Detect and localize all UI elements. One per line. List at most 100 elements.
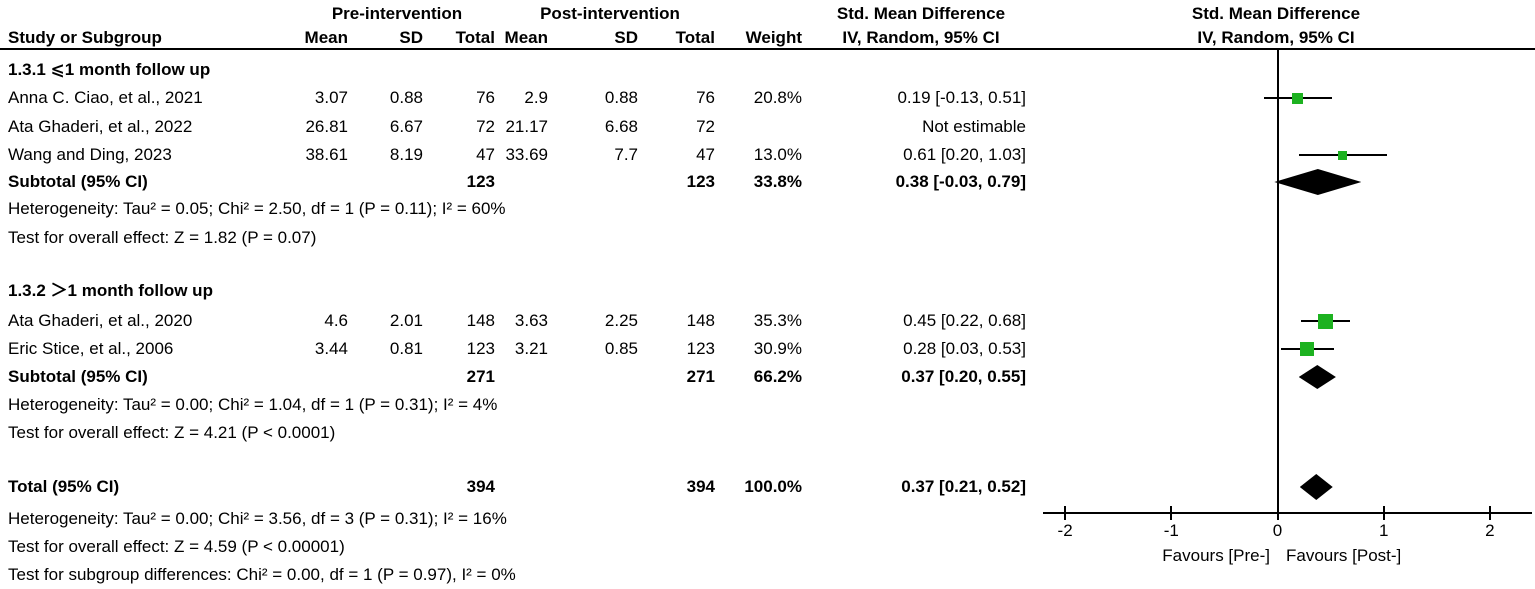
- weight: 100.0%: [744, 477, 802, 496]
- axis-tick-label: 0: [1272, 521, 1283, 540]
- weight: 20.8%: [753, 88, 802, 107]
- table-row: Anna C. Ciao, et al., 2021 3.07 0.88 76 …: [0, 87, 1535, 109]
- effect-ci: 0.61 [0.20, 1.03]: [903, 145, 1026, 164]
- tick-mark: [1488, 506, 1491, 520]
- subgroup-differences-text: Test for subgroup differences: Chi² = 0.…: [8, 565, 516, 584]
- total-pre: 271: [466, 367, 495, 386]
- mean-pre: 26.81: [305, 117, 348, 136]
- favours-right-label: Favours [Post-]: [1286, 546, 1402, 565]
- total-post: 148: [686, 311, 715, 330]
- effect-ci: Not estimable: [922, 117, 1026, 136]
- study-column-header: Study or Subgroup: [8, 28, 162, 47]
- post-intervention-header: Post-intervention: [540, 4, 680, 23]
- weight: 35.3%: [753, 311, 802, 330]
- sd-pre: 2.01: [389, 311, 423, 330]
- mean-pre-header: Mean: [304, 28, 348, 47]
- total-pre: 123: [466, 339, 495, 358]
- pre-intervention-header: Pre-intervention: [331, 4, 463, 23]
- table-row: Wang and Ding, 2023 38.61 8.19 47 33.69 …: [0, 144, 1535, 166]
- table-row: Eric Stice, et al., 2006 3.44 0.81 123 3…: [0, 338, 1535, 360]
- overall-effect-row: Test for overall effect: Z = 4.59 (P < 0…: [0, 536, 1535, 558]
- tick-mark: [1170, 506, 1173, 520]
- study-name: Anna C. Ciao, et al., 2021: [8, 88, 203, 107]
- smd-plot-header: Std. Mean Difference: [1191, 4, 1361, 23]
- subtotal-label: Subtotal (95% CI): [8, 172, 148, 191]
- overall-effect-text: Test for overall effect: Z = 4.59 (P < 0…: [8, 537, 345, 556]
- sd-pre: 6.67: [389, 117, 423, 136]
- table-row: Ata Ghaderi, et al., 2022 26.81 6.67 72 …: [0, 116, 1535, 138]
- effect-ci: 0.37 [0.20, 0.55]: [901, 367, 1026, 386]
- heterogeneity-text: Heterogeneity: Tau² = 0.00; Chi² = 3.56,…: [8, 509, 507, 528]
- pooled-diamond: [1274, 169, 1362, 195]
- sd-post: 0.85: [604, 339, 638, 358]
- subgroup-label: 1.3.1 ⩽1 month follow up: [8, 60, 211, 79]
- weight: 30.9%: [753, 339, 802, 358]
- total-label: Total (95% CI): [8, 477, 120, 496]
- heterogeneity-text: Heterogeneity: Tau² = 0.05; Chi² = 2.50,…: [8, 199, 506, 218]
- mean-post: 3.21: [514, 339, 548, 358]
- tick-mark: [1276, 506, 1279, 520]
- subtotal-label: Subtotal (95% CI): [8, 367, 148, 386]
- sd-pre-header: SD: [399, 28, 423, 47]
- subgroup-label: 1.3.2 ＞1 month follow up: [8, 281, 213, 300]
- effect-ci: 0.28 [0.03, 0.53]: [903, 339, 1026, 358]
- header-columns-row: Study or Subgroup Mean SD Total Mean SD …: [0, 27, 1535, 49]
- subgroup-header-row: 1.3.1 ⩽1 month follow up: [0, 59, 1535, 81]
- weight: 13.0%: [753, 145, 802, 164]
- effect-square: [1292, 92, 1304, 104]
- total-post: 76: [696, 88, 715, 107]
- total-row: Total (95% CI) 394 394 100.0% 0.37 [0.21…: [0, 476, 1535, 498]
- favours-left-label: Favours [Pre-]: [1162, 546, 1270, 565]
- effect-square: [1337, 150, 1347, 160]
- sd-post-header: SD: [614, 28, 638, 47]
- subgroup-differences-row: Test for subgroup differences: Chi² = 0.…: [0, 564, 1535, 586]
- sd-pre: 8.19: [389, 145, 423, 164]
- study-name: Wang and Ding, 2023: [8, 145, 172, 164]
- table-row: Ata Ghaderi, et al., 2020 4.6 2.01 148 3…: [0, 310, 1535, 332]
- total-post: 47: [696, 145, 715, 164]
- zero-line: [1276, 50, 1279, 514]
- header-divider: [0, 48, 1535, 50]
- weight: 33.8%: [753, 172, 802, 191]
- method-plot-header: IV, Random, 95% CI: [1197, 28, 1355, 47]
- study-name: Eric Stice, et al., 2006: [8, 339, 174, 358]
- effect-square: [1300, 342, 1315, 356]
- subgroup-header-row: 1.3.2 ＞1 month follow up: [0, 280, 1535, 302]
- heterogeneity-text: Heterogeneity: Tau² = 0.00; Chi² = 1.04,…: [8, 395, 498, 414]
- tick-mark: [1382, 506, 1385, 520]
- sd-post: 7.7: [614, 145, 638, 164]
- total-pre: 72: [476, 117, 495, 136]
- total-post: 394: [686, 477, 715, 496]
- mean-post: 2.9: [524, 88, 548, 107]
- effect-ci: 0.45 [0.22, 0.68]: [903, 311, 1026, 330]
- sd-pre: 0.88: [389, 88, 423, 107]
- effect-ci: 0.19 [-0.13, 0.51]: [897, 88, 1026, 107]
- sd-post: 2.25: [604, 311, 638, 330]
- heterogeneity-row: Heterogeneity: Tau² = 0.00; Chi² = 1.04,…: [0, 394, 1535, 416]
- study-name: Ata Ghaderi, et al., 2022: [8, 117, 193, 136]
- total-post: 123: [686, 339, 715, 358]
- study-name: Ata Ghaderi, et al., 2020: [8, 311, 193, 330]
- header-group-row: Pre-intervention Post-intervention Std. …: [0, 3, 1535, 25]
- axis-tick-label: -2: [1057, 521, 1073, 540]
- mean-post: 3.63: [514, 311, 548, 330]
- sd-post: 6.68: [604, 117, 638, 136]
- mean-post-header: Mean: [504, 28, 548, 47]
- total-pre: 76: [476, 88, 495, 107]
- mean-pre: 3.44: [314, 339, 348, 358]
- subtotal-row: Subtotal (95% CI) 123 123 33.8% 0.38 [-0…: [0, 171, 1535, 193]
- axis-line: [1043, 512, 1532, 514]
- overall-effect-text: Test for overall effect: Z = 4.21 (P < 0…: [8, 423, 336, 442]
- smd-column-header: Std. Mean Difference: [836, 4, 1006, 23]
- tick-mark: [1064, 506, 1067, 520]
- total-post: 123: [686, 172, 715, 191]
- sd-post: 0.88: [604, 88, 638, 107]
- total-pre: 394: [466, 477, 495, 496]
- effect-square: [1317, 313, 1333, 329]
- total-post: 271: [686, 367, 715, 386]
- total-pre: 123: [466, 172, 495, 191]
- pooled-diamond: [1298, 365, 1336, 389]
- method-column-header: IV, Random, 95% CI: [842, 28, 1000, 47]
